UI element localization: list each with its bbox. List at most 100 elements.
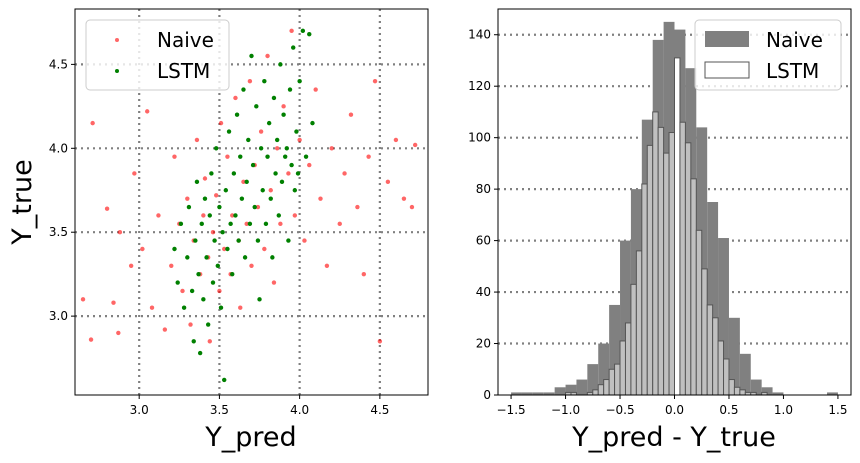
naive-histogram-bar [620, 240, 631, 395]
histogram-legend: Naive LSTM [694, 19, 842, 91]
histogram-x-tick-label: 1.0 [774, 403, 793, 417]
lstm-histogram-bar [690, 178, 697, 396]
naive-point [337, 221, 342, 227]
naive-point [307, 162, 312, 168]
lstm-legend-marker [115, 69, 119, 73]
naive-histogram-bar [565, 384, 577, 395]
lstm-point [197, 350, 203, 356]
lstm-point [189, 288, 195, 294]
histogram-ticks: −1.5 −1.0 −0.5 0.0 0.5 1.0 1.5 0 20 40 60 80 100 120 1… [468, 28, 847, 417]
histogram-y-tick-label: 40 [476, 285, 491, 299]
naive-point [265, 53, 270, 59]
lstm-point [207, 213, 212, 218]
lstm-point [260, 188, 265, 193]
histogram-y-tick-label: 80 [476, 182, 491, 196]
lstm-histogram-legend-label: LSTM [766, 59, 819, 83]
histogram-y-tick-label: 20 [476, 337, 491, 351]
naive-histogram-bar [598, 343, 610, 395]
histogram-x-tick-label: 0.0 [665, 403, 684, 417]
naive-histogram-bar [554, 387, 566, 395]
lstm-point [265, 154, 270, 159]
naive-point [116, 330, 121, 336]
naive-point [194, 137, 200, 143]
lstm-point [284, 146, 289, 151]
lstm-point [281, 112, 286, 117]
naive-point [104, 206, 110, 211]
naive-histogram-bar [750, 379, 762, 395]
naive-point [318, 196, 323, 201]
lstm-point [239, 196, 245, 201]
lstm-point [266, 120, 272, 126]
naive-point [117, 230, 123, 235]
naive-histogram-bar [761, 387, 773, 395]
naive-point [377, 339, 383, 344]
lstm-point [271, 95, 277, 101]
lstm-point [286, 238, 291, 243]
lstm-histogram-bar [733, 386, 741, 396]
lstm-histogram-bar [619, 340, 626, 396]
lstm-point [205, 322, 211, 327]
lstm-point [257, 297, 262, 302]
lstm-histogram-bar [630, 283, 637, 396]
naive-point [156, 213, 161, 218]
lstm-histogram-bar [641, 183, 648, 396]
lstm-point [252, 204, 257, 210]
naive-point [80, 297, 86, 302]
lstm-histogram-bar [592, 389, 599, 396]
naive-histogram-bar [718, 238, 729, 395]
naive-point [201, 213, 206, 218]
naive-point [409, 204, 415, 210]
lstm-point [204, 255, 209, 260]
naive-histogram-bar [728, 317, 740, 395]
lstm-legend-label: LSTM [157, 59, 210, 83]
naive-point [230, 213, 235, 218]
naive-point [329, 146, 334, 151]
naive-point [313, 87, 318, 92]
histogram-x-axis-label: Y_pred - Y_true [571, 422, 776, 453]
naive-point [274, 146, 280, 151]
lstm-histogram-bar [597, 384, 605, 396]
naive-point [140, 246, 145, 252]
naive-point [145, 109, 150, 114]
naive-point [324, 263, 330, 268]
naive-point [218, 120, 224, 126]
scatter-y-tick-label: 3.0 [49, 309, 68, 323]
lstm-histogram-bar [679, 121, 686, 396]
lstm-point [310, 120, 315, 126]
naive-point [255, 204, 261, 210]
naive-point [286, 171, 291, 176]
lstm-point [201, 297, 206, 302]
lstm-point [226, 129, 232, 134]
lstm-point [220, 230, 225, 235]
lstm-point [230, 271, 235, 277]
naive-point [180, 288, 185, 294]
naive-histogram-bar [532, 392, 544, 395]
lstm-point [258, 146, 264, 151]
lstm-histogram-bars [565, 57, 768, 396]
lstm-histogram-bar [723, 358, 730, 396]
naive-point [244, 221, 249, 227]
lstm-point [273, 171, 278, 176]
lstm-point [222, 377, 227, 383]
histogram-y-tick-label: 100 [468, 131, 491, 145]
naive-histogram-bar [576, 379, 588, 395]
naive-point [361, 271, 367, 277]
naive-histogram-bar [511, 392, 522, 395]
lstm-point [268, 196, 273, 201]
histogram-x-tick-label: −1.5 [497, 403, 526, 417]
lstm-point [276, 213, 281, 218]
scatter-x-axis-label: Y_pred [204, 422, 296, 453]
lstm-histogram-bar [684, 142, 692, 396]
lstm-point [191, 339, 196, 344]
naive-point [366, 154, 371, 159]
naive-point [241, 179, 246, 185]
naive-point [202, 176, 208, 181]
naive-point [401, 196, 407, 201]
naive-point [302, 238, 307, 243]
lstm-histogram-bar [608, 368, 616, 396]
lstm-point [250, 162, 256, 168]
naive-histogram-bar [543, 392, 555, 395]
lstm-histogram-bar [712, 317, 719, 396]
naive-point [149, 305, 155, 310]
